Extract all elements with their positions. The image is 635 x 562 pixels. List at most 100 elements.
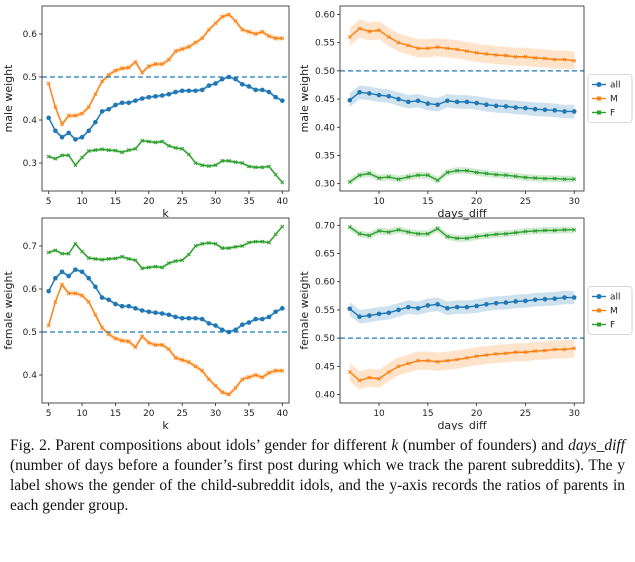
data-point-M — [80, 293, 85, 298]
data-point-all — [493, 300, 499, 306]
data-point-F — [572, 227, 577, 232]
data-point-all — [213, 323, 218, 328]
data-point-F — [396, 227, 401, 232]
x-axis-label: days_diff — [437, 419, 487, 430]
data-point-F — [386, 174, 391, 179]
data-point-M — [233, 19, 238, 24]
data-point-F — [213, 163, 218, 168]
data-point-all — [493, 103, 499, 109]
data-point-M — [146, 340, 151, 345]
data-point-M — [260, 29, 265, 34]
data-point-all — [133, 98, 138, 103]
data-point-M — [166, 57, 171, 62]
data-point-M — [166, 347, 171, 352]
confidence-band-F — [48, 138, 283, 185]
data-point-all — [464, 99, 470, 105]
data-point-M — [523, 54, 528, 59]
data-point-all — [99, 109, 105, 114]
data-point-all — [193, 88, 198, 94]
data-point-F — [126, 256, 131, 261]
data-point-all — [106, 106, 112, 112]
data-point-M — [474, 50, 479, 55]
data-point-F — [46, 250, 51, 255]
data-point-F — [253, 165, 258, 170]
data-point-M — [120, 66, 125, 71]
data-point-all — [166, 91, 172, 97]
data-point-all — [53, 275, 58, 281]
data-point-M — [425, 358, 430, 363]
data-point-all — [133, 306, 138, 311]
data-point-all — [46, 288, 51, 294]
legend-marker-F — [597, 322, 601, 327]
data-point-all — [219, 327, 225, 333]
data-point-all — [376, 311, 382, 317]
y-tick-label: 0.45 — [315, 362, 335, 372]
y-tick-label: 0.55 — [315, 306, 335, 316]
data-point-all — [415, 305, 421, 311]
data-point-F — [386, 230, 391, 235]
y-tick-label: 0.5 — [23, 73, 37, 83]
data-point-M — [66, 113, 71, 118]
data-point-M — [562, 57, 567, 62]
x-axis-label: k — [162, 207, 169, 220]
data-point-F — [464, 236, 469, 241]
data-point-F — [226, 158, 231, 163]
data-point-all — [186, 88, 192, 94]
data-point-F — [206, 164, 211, 169]
data-point-M — [193, 40, 198, 45]
y-tick-label: 0.4 — [23, 371, 38, 381]
data-point-F — [73, 241, 78, 246]
data-point-M — [484, 51, 489, 56]
data-point-M — [46, 81, 51, 86]
data-point-F — [357, 231, 362, 236]
data-point-F — [126, 148, 131, 153]
caption-mid: (number of founders) and — [398, 437, 569, 454]
series-line-F — [349, 169, 575, 183]
data-point-all — [396, 96, 401, 102]
series-line-F — [48, 139, 283, 183]
x-tick-label: 20 — [143, 197, 155, 207]
data-point-M — [73, 291, 78, 296]
data-point-M — [273, 368, 278, 373]
x-tick-label: 10 — [76, 409, 88, 419]
chart-panel-2: 10 15 20 25 30 0.30 0.35 0.40 0.45 0.50 0.55 0.60 da… — [298, 5, 633, 220]
data-point-all — [53, 128, 58, 134]
data-point-all — [562, 109, 567, 114]
x-tick-label: 40 — [277, 197, 289, 207]
data-point-F — [464, 168, 469, 173]
data-point-F — [100, 257, 105, 262]
data-point-F — [474, 170, 479, 175]
data-point-F — [180, 146, 185, 151]
data-point-all — [386, 93, 392, 99]
data-point-M — [160, 62, 165, 67]
data-point-M — [173, 49, 178, 54]
data-point-all — [86, 275, 92, 281]
legend-label-M: M — [610, 307, 618, 317]
data-point-F — [233, 160, 238, 165]
series-all — [46, 267, 285, 335]
data-point-M — [140, 70, 145, 75]
legend: all MF — [587, 74, 633, 123]
data-point-M — [240, 377, 245, 382]
plot-frame — [339, 5, 585, 192]
data-point-M — [213, 383, 218, 388]
data-point-all — [113, 301, 118, 307]
data-point-F — [396, 177, 401, 182]
data-point-F — [280, 180, 285, 185]
data-point-F — [425, 231, 430, 236]
data-point-M — [126, 339, 131, 344]
data-point-F — [455, 236, 460, 241]
data-point-F — [246, 240, 251, 245]
y-tick-label: 0.60 — [315, 278, 335, 288]
data-point-M — [66, 291, 71, 296]
data-point-F — [140, 266, 145, 271]
chart-panel-4: 10 15 20 25 30 0.40 0.45 0.50 0.55 0.60 0.65 0.70 da… — [298, 217, 633, 430]
data-point-M — [213, 21, 218, 26]
data-point-all — [253, 87, 258, 93]
series-F — [347, 167, 577, 186]
data-point-F — [552, 176, 557, 181]
data-point-all — [562, 295, 567, 300]
y-tick-label: 0.7 — [23, 242, 37, 252]
series-F — [46, 138, 285, 185]
